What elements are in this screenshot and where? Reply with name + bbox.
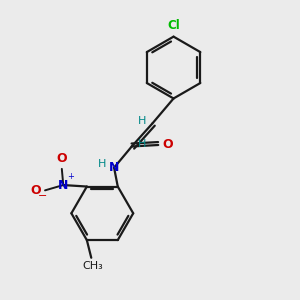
Text: H: H <box>98 159 107 169</box>
Text: Cl: Cl <box>167 19 180 32</box>
Text: H: H <box>137 116 146 126</box>
Text: CH₃: CH₃ <box>82 261 103 271</box>
Text: N: N <box>109 161 119 174</box>
Text: −: − <box>38 191 47 201</box>
Text: +: + <box>67 172 74 181</box>
Text: O: O <box>162 139 173 152</box>
Text: O: O <box>56 152 67 165</box>
Text: O: O <box>31 184 41 197</box>
Text: H: H <box>138 139 147 149</box>
Text: N: N <box>58 178 68 192</box>
